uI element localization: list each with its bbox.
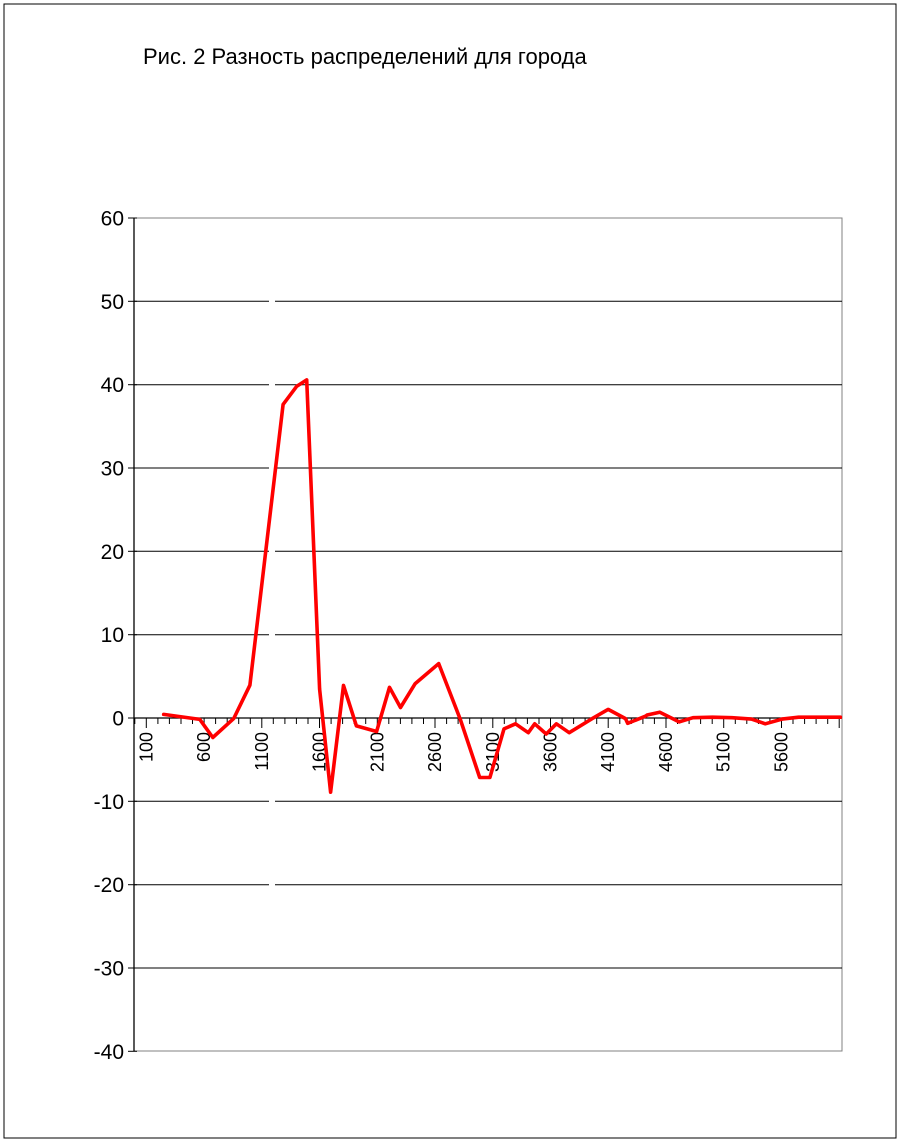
- svg-text:60: 60: [101, 208, 124, 231]
- svg-text:1100: 1100: [252, 732, 272, 771]
- svg-text:100: 100: [136, 732, 156, 762]
- svg-text:30: 30: [101, 458, 124, 481]
- svg-text:-30: -30: [94, 958, 124, 981]
- svg-text:-40: -40: [94, 1041, 124, 1064]
- svg-text:20: 20: [101, 541, 124, 564]
- svg-text:2100: 2100: [367, 732, 387, 772]
- svg-text:10: 10: [101, 624, 124, 647]
- svg-text:4100: 4100: [598, 732, 618, 772]
- svg-text:-20: -20: [94, 874, 124, 897]
- svg-text:0: 0: [112, 708, 124, 731]
- svg-text:50: 50: [101, 291, 124, 314]
- svg-text:2600: 2600: [425, 732, 445, 772]
- svg-text:5600: 5600: [772, 732, 792, 772]
- svg-text:-10: -10: [94, 791, 124, 814]
- svg-text:4600: 4600: [656, 732, 676, 772]
- svg-text:40: 40: [101, 374, 124, 397]
- svg-text:5100: 5100: [714, 732, 734, 772]
- svg-text:3600: 3600: [541, 732, 561, 772]
